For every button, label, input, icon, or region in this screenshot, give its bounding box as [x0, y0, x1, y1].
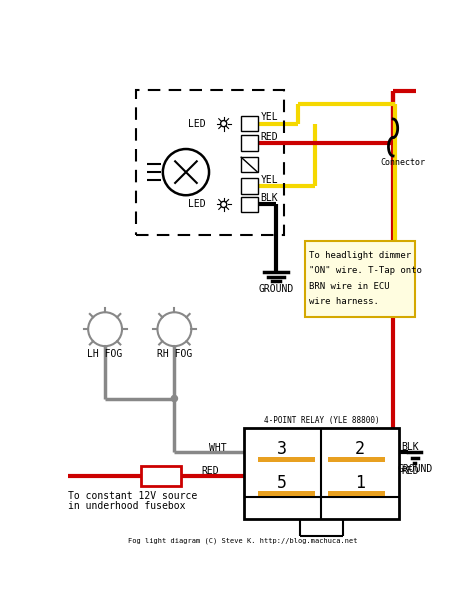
- Text: 3: 3: [277, 440, 287, 459]
- Text: 5: 5: [246, 199, 252, 210]
- Text: 2: 2: [355, 440, 365, 459]
- Text: RED: RED: [401, 466, 419, 476]
- Bar: [241, 197, 257, 212]
- Text: 2: 2: [246, 138, 252, 148]
- Bar: [241, 116, 257, 131]
- Bar: [257, 457, 315, 462]
- Text: To constant 12V source: To constant 12V source: [68, 490, 197, 501]
- Bar: [241, 135, 257, 151]
- Text: BRN wire in ECU: BRN wire in ECU: [309, 281, 390, 291]
- Text: LH FOG: LH FOG: [88, 349, 123, 359]
- Bar: [241, 157, 257, 172]
- Text: 1: 1: [246, 118, 252, 129]
- Text: Fog light diagram (C) Steve K. http://blog.machuca.net: Fog light diagram (C) Steve K. http://bl…: [128, 538, 358, 544]
- Bar: [141, 466, 182, 486]
- Text: To headlight dimmer: To headlight dimmer: [309, 251, 411, 260]
- Text: GROUND: GROUND: [258, 284, 294, 294]
- Text: RH FOG: RH FOG: [157, 349, 192, 359]
- Text: RED: RED: [202, 466, 219, 476]
- Text: 15A: 15A: [151, 471, 172, 481]
- Circle shape: [171, 395, 177, 402]
- Text: 1: 1: [355, 474, 365, 492]
- Text: WHT: WHT: [210, 443, 227, 453]
- Text: BLK: BLK: [401, 442, 419, 452]
- Bar: [328, 491, 385, 497]
- Bar: [136, 91, 284, 235]
- Text: in underhood fusebox: in underhood fusebox: [68, 501, 186, 511]
- Text: Connector: Connector: [381, 158, 426, 167]
- Text: "ON" wire. T-Tap onto: "ON" wire. T-Tap onto: [309, 266, 422, 275]
- Text: RED: RED: [261, 132, 278, 142]
- Bar: [328, 457, 385, 462]
- Text: YEL: YEL: [261, 175, 278, 185]
- Text: wire harness.: wire harness.: [309, 297, 379, 306]
- Text: BLK: BLK: [261, 193, 278, 204]
- Text: YEL: YEL: [261, 112, 278, 123]
- Text: 4-POINT RELAY (YLE 88800): 4-POINT RELAY (YLE 88800): [264, 416, 379, 425]
- Text: GROUND: GROUND: [397, 464, 432, 474]
- Bar: [257, 491, 315, 497]
- Text: 5: 5: [277, 474, 287, 492]
- Bar: [305, 242, 415, 317]
- Bar: [244, 428, 399, 519]
- Bar: [241, 178, 257, 194]
- Text: LED: LED: [188, 199, 206, 210]
- Text: LED: LED: [188, 118, 206, 129]
- Text: 4: 4: [246, 181, 252, 191]
